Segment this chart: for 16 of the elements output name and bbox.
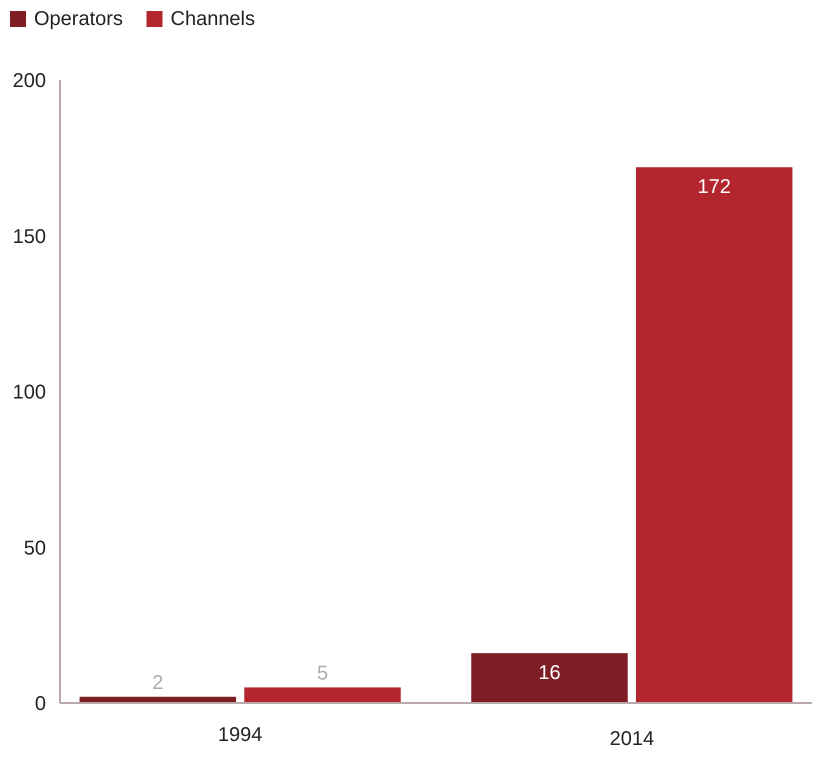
x-tick-label: 2014 (610, 728, 654, 750)
data-label: 16 (538, 662, 561, 684)
y-tick-label: 200 (12, 70, 46, 92)
legend-label: Operators (34, 8, 123, 30)
bar (244, 687, 401, 703)
y-tick-label: 100 (12, 382, 46, 404)
bar (471, 653, 628, 703)
bar (636, 167, 792, 703)
y-tick-label: 150 (12, 226, 46, 248)
data-label: 5 (316, 662, 328, 684)
legend-label: Channels (170, 8, 256, 30)
y-tick-label: 50 (24, 537, 46, 560)
data-label: 172 (697, 176, 731, 198)
y-tick-label: 0 (34, 693, 46, 715)
data-label: 2 (152, 672, 164, 694)
x-tick-label: 1994 (218, 724, 262, 746)
